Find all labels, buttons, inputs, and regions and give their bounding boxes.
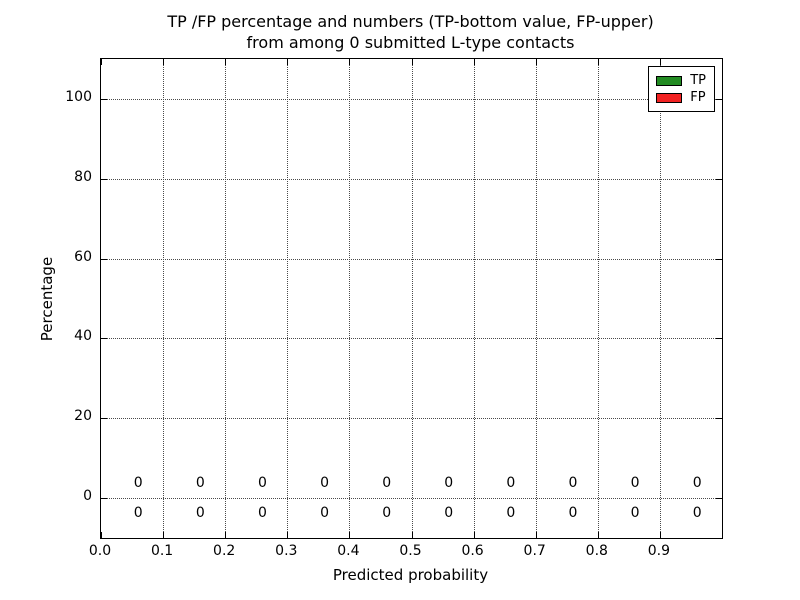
y-tick-mark [101, 418, 107, 420]
y-tick-mark [101, 98, 107, 100]
fp-count-label: 0 [506, 475, 516, 492]
x-tick-mark [163, 59, 165, 65]
tp-count-label: 0 [630, 505, 640, 522]
tp-legend-swatch [656, 75, 683, 86]
grid-line-horizontal [101, 98, 722, 100]
grid-line-horizontal [101, 418, 722, 420]
legend-item: TP [656, 72, 706, 89]
x-tick-label: 0.9 [647, 543, 671, 559]
fp-count-label: 0 [195, 475, 205, 492]
x-tick-mark [225, 532, 227, 538]
legend-item-label: FP [690, 90, 706, 105]
x-tick-mark [411, 532, 413, 538]
y-tick-label: 0 [83, 488, 92, 505]
x-tick-mark [411, 59, 413, 65]
x-tick-mark [225, 59, 227, 65]
grid-line-horizontal [101, 498, 722, 500]
x-tick-mark [287, 59, 289, 65]
x-tick-label: 0.4 [337, 543, 360, 559]
x-tick-mark [163, 532, 165, 538]
x-tick-label: 0.3 [275, 543, 298, 559]
fp-legend-swatch [656, 92, 683, 103]
y-tick-mark [716, 418, 722, 420]
x-tick-label: 0.6 [461, 543, 484, 559]
fp-count-label: 0 [444, 475, 454, 492]
y-tick-label: 80 [74, 168, 92, 185]
grid-line-vertical [597, 59, 599, 538]
chart-title-line2: from among 0 submitted L-type contacts [246, 33, 575, 52]
y-tick-mark [101, 258, 107, 260]
y-tick-mark [716, 338, 722, 340]
tp-count-label: 0 [692, 505, 702, 522]
y-tick-mark [716, 98, 722, 100]
grid-line-horizontal [101, 258, 722, 260]
x-tick-mark [349, 59, 351, 65]
x-tick-mark [597, 59, 599, 65]
plot-area: 0 0 0 0 0 0 0 0 0 0 0 0 0 0 0 0 0 0 0 0 TP FP [100, 58, 723, 539]
tp-count-label: 0 [320, 505, 329, 522]
x-tick-mark [535, 532, 537, 538]
y-tick-mark [101, 178, 107, 180]
y-tick-label: 100 [65, 88, 92, 105]
x-tick-label: 0.7 [523, 543, 546, 559]
y-tick-mark [101, 338, 107, 340]
y-tick-mark [101, 498, 107, 500]
y-tick-label: 20 [74, 408, 92, 425]
y-axis-label: Percentage [38, 256, 56, 342]
x-axis-label: Predicted probability [332, 566, 489, 584]
grid-line-vertical [411, 59, 413, 538]
grid-line-horizontal [101, 178, 722, 180]
x-tick-mark [473, 532, 475, 538]
tp-count-label: 0 [506, 505, 516, 522]
grid-line-vertical [349, 59, 351, 538]
y-tick-mark [716, 258, 722, 260]
x-tick-mark [473, 59, 475, 65]
fp-count-label: 0 [257, 475, 267, 492]
tp-count-label: 0 [257, 505, 267, 522]
legend-item: FP [656, 89, 706, 106]
grid-line-vertical [287, 59, 289, 538]
y-tick-label: 60 [74, 248, 92, 265]
y-tick-mark [716, 498, 722, 500]
x-tick-label: 0.2 [213, 543, 236, 559]
tp-count-label: 0 [444, 505, 454, 522]
x-tick-mark [597, 532, 599, 538]
x-tick-mark [287, 532, 289, 538]
legend: TP FP [648, 66, 715, 112]
fp-count-label: 0 [320, 475, 329, 492]
tp-count-label: 0 [568, 505, 578, 522]
x-tick-mark [535, 59, 537, 65]
chart-title: TP /FP percentage and numbers (TP-bottom… [100, 11, 721, 53]
x-tick-mark [659, 532, 661, 538]
x-tick-label: 0.1 [150, 543, 174, 559]
x-tick-mark [101, 532, 102, 538]
chart-title-line1: TP /FP percentage and numbers (TP-bottom… [167, 12, 654, 31]
fp-count-label: 0 [133, 475, 143, 492]
x-tick-mark [659, 59, 661, 65]
x-tick-mark [349, 532, 351, 538]
grid-line-vertical [659, 59, 661, 538]
fp-count-label: 0 [568, 475, 578, 492]
tp-count-label: 0 [382, 505, 392, 522]
x-tick-label: 0.5 [399, 543, 422, 559]
fp-count-label: 0 [630, 475, 640, 492]
tp-count-label: 0 [195, 505, 205, 522]
grid-line-vertical [535, 59, 537, 538]
tp-count-label: 0 [133, 505, 143, 522]
x-tick-label: 0.0 [88, 543, 112, 559]
fp-count-label: 0 [692, 475, 702, 492]
grid-line-vertical [473, 59, 475, 538]
x-tick-mark [101, 59, 102, 65]
y-tick-label: 40 [74, 328, 92, 345]
grid-line-vertical [163, 59, 165, 538]
x-tick-label: 0.8 [585, 543, 608, 559]
grid-line-horizontal [101, 338, 722, 340]
fp-count-label: 0 [382, 475, 392, 492]
grid-line-vertical [225, 59, 227, 538]
legend-item-label: TP [690, 73, 706, 88]
y-tick-mark [716, 178, 722, 180]
